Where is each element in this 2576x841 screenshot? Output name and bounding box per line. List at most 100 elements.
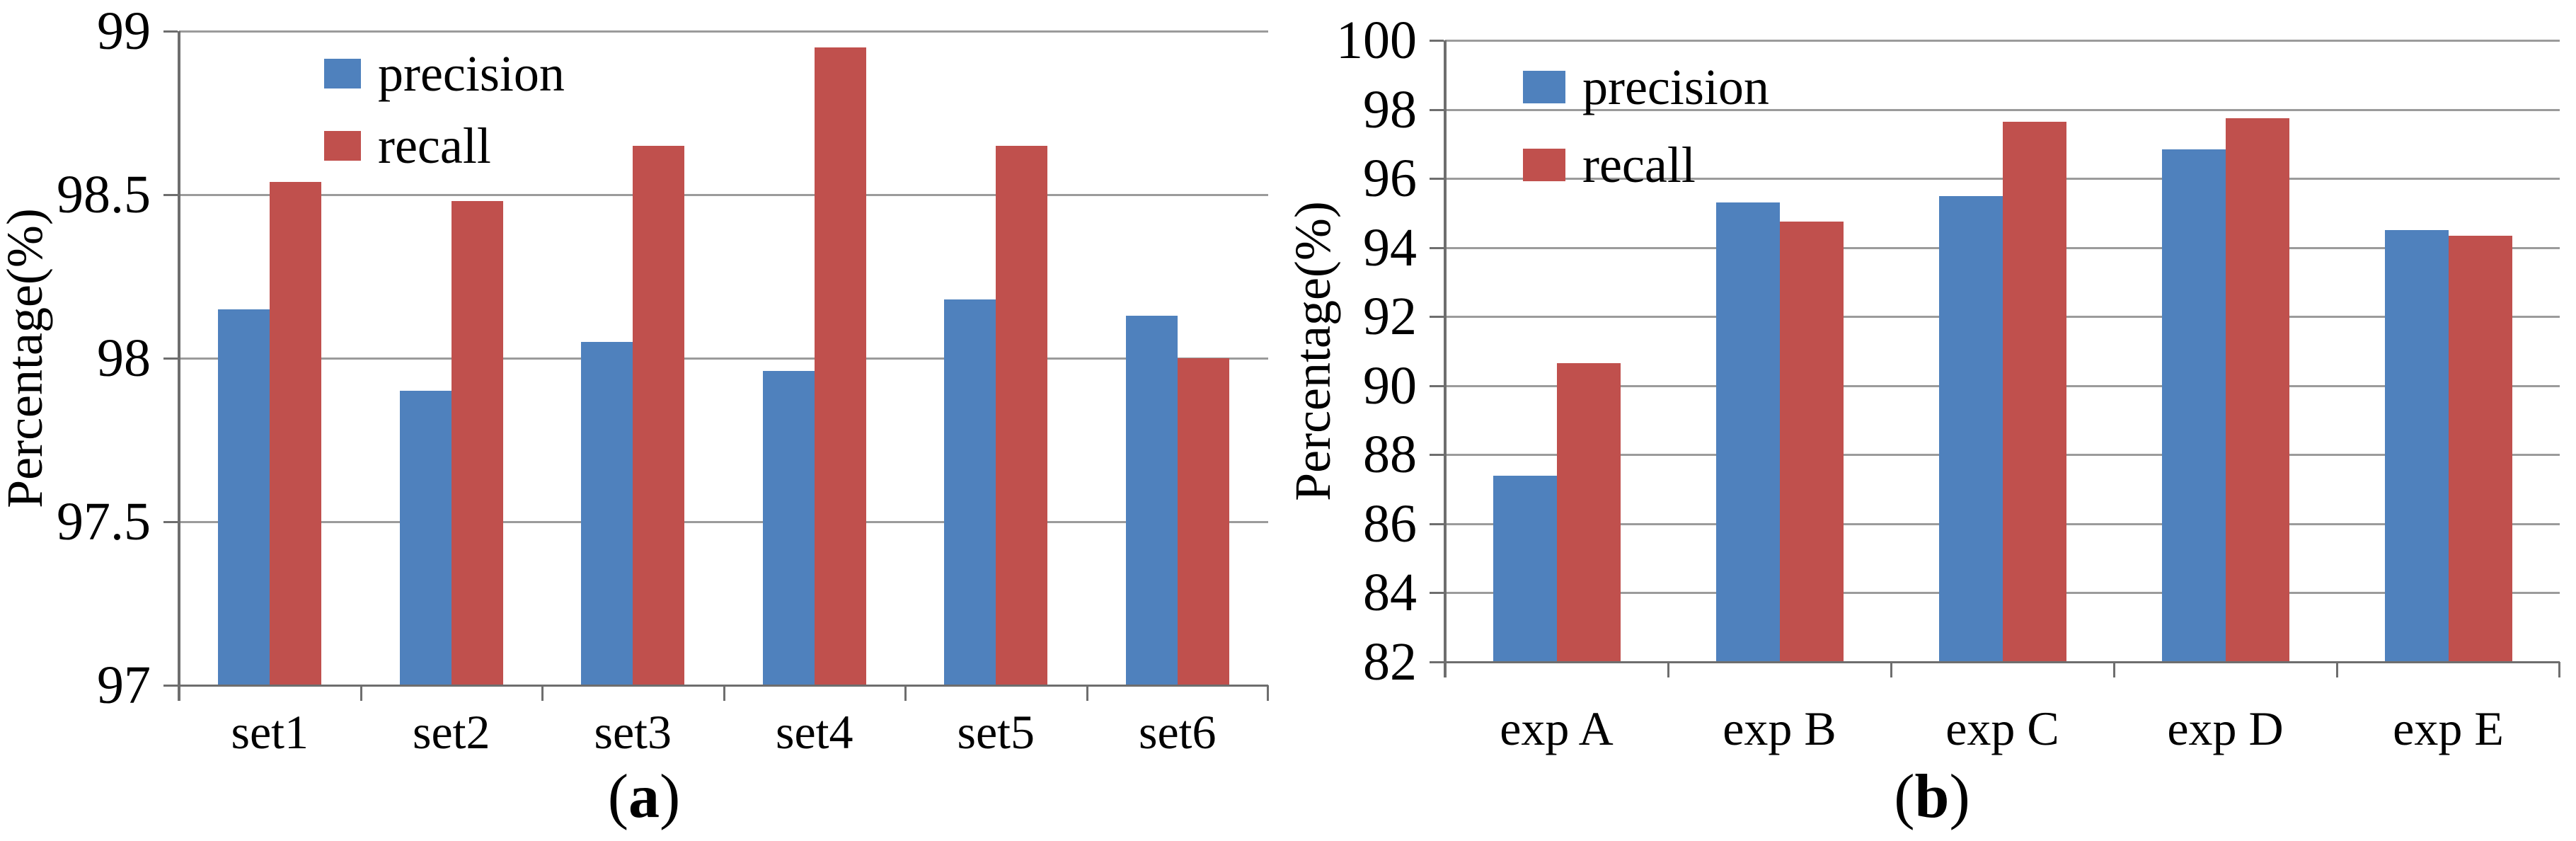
y-tick-label: 82 <box>1363 632 1417 692</box>
bar-precision-set5 <box>944 299 996 685</box>
bar-precision-set1 <box>218 309 270 685</box>
x-category-label-set4: set4 <box>775 705 853 759</box>
bars <box>1445 40 2560 662</box>
bar-recall-exp-A <box>1556 363 1621 662</box>
panel-a: Percentage(%) 99 98.5 98 97.5 97 precision re… <box>0 1 1288 828</box>
bar-precision-exp-C <box>1938 195 2003 662</box>
legend-swatch-recall <box>324 131 361 161</box>
panel-b: Percentage(%) 100 98 96 94 92 90 88 86 84 82 prec… <box>1284 0 2576 841</box>
x-category-label-exp-A: exp A <box>1500 702 1614 755</box>
legend-swatch-precision <box>1523 71 1565 103</box>
bar-recall-set5 <box>996 145 1048 685</box>
y-tick-mark <box>1430 661 1444 663</box>
y-tick-label: 98.5 <box>57 165 151 224</box>
gridline-100 <box>1445 40 2560 42</box>
caption-paren-close: ) <box>660 762 681 831</box>
y-tick-mark <box>163 194 178 196</box>
bar-precision-set4 <box>762 371 815 685</box>
y-tick-mark <box>1430 316 1444 319</box>
category-band-exp-B <box>1668 40 1891 662</box>
x-category-label-set6: set6 <box>1138 705 1217 759</box>
bar-recall-set3 <box>633 145 685 685</box>
y-tick-mark <box>1430 178 1444 181</box>
bar-recall-set2 <box>451 201 503 685</box>
legend-label-recall: recall <box>1582 137 1696 193</box>
x-tick-mark <box>2558 662 2560 677</box>
bar-recall-exp-D <box>2225 118 2289 662</box>
category-band-exp-D <box>2114 40 2337 662</box>
y-tick-mark <box>163 357 178 360</box>
legend-label-recall: recall <box>378 118 491 174</box>
legend-row-recall: recall <box>1523 139 1769 190</box>
x-category-label-exp-E: exp E <box>2393 702 2504 755</box>
legend-label-precision: precision <box>378 45 565 102</box>
caption-a: (a) <box>0 766 1288 828</box>
gridline-99 <box>179 30 1268 33</box>
y-tick-label: 86 <box>1363 493 1417 554</box>
gridline-98.5 <box>179 194 1268 196</box>
bar-precision-set3 <box>581 341 633 685</box>
y-tick-mark <box>163 521 178 523</box>
x-category-label-exp-B: exp B <box>1723 702 1836 755</box>
caption-paren-open: ( <box>1894 762 1915 831</box>
legend-swatch-precision <box>324 59 361 88</box>
x-category-label-set5: set5 <box>957 705 1035 759</box>
bar-recall-set4 <box>814 47 866 685</box>
y-axis-title: Percentage(%) <box>1284 201 1341 501</box>
y-tick-label: 98 <box>1363 79 1417 139</box>
y-tick-label: 98 <box>97 328 151 388</box>
x-tick-mark <box>541 685 544 701</box>
y-tick-label: 97.5 <box>57 492 151 551</box>
gridline-98 <box>179 357 1268 360</box>
bar-precision-exp-E <box>2384 230 2449 662</box>
bars <box>179 31 1268 685</box>
y-tick-mark <box>163 30 178 33</box>
plot-area: precision recall <box>163 30 1269 701</box>
legend-row-precision: precision <box>324 48 565 99</box>
y-tick-label: 84 <box>1363 563 1417 623</box>
bar-recall-exp-E <box>2448 235 2512 662</box>
category-band-set5 <box>905 31 1087 685</box>
legend: precision recall <box>1523 62 1769 217</box>
bar-precision-set6 <box>1125 315 1178 685</box>
legend-row-recall: recall <box>324 120 565 171</box>
category-band-set3 <box>542 31 724 685</box>
bar-recall-exp-B <box>1779 222 1844 662</box>
y-tick-label: 92 <box>1363 287 1417 347</box>
bar-recall-set6 <box>1177 358 1229 685</box>
x-category-label-set2: set2 <box>412 705 490 759</box>
legend-label-precision: precision <box>1582 59 1769 115</box>
category-band-exp-A <box>1445 40 1668 662</box>
category-band-set6 <box>1087 31 1269 685</box>
y-tick-label: 94 <box>1363 217 1417 278</box>
gridline-98 <box>1445 108 2560 111</box>
y-tick-label: 100 <box>1336 11 1417 70</box>
y-tick-mark <box>1430 40 1444 42</box>
y-axis-line <box>178 31 180 701</box>
y-tick-mark <box>1430 454 1444 457</box>
y-tick-label: 99 <box>97 1 151 61</box>
bar-recall-exp-C <box>2002 121 2066 662</box>
y-tick-mark <box>1430 592 1444 595</box>
y-tick-label: 96 <box>1363 149 1417 209</box>
y-tick-mark <box>1430 108 1444 111</box>
bar-precision-exp-A <box>1493 475 1557 662</box>
caption-b: (b) <box>1288 766 2576 828</box>
x-tick-mark <box>1267 685 1269 701</box>
y-tick-mark <box>163 685 178 687</box>
y-axis-line <box>1444 40 1447 677</box>
x-category-label-exp-C: exp C <box>1945 702 2059 755</box>
caption-letter: b <box>1914 762 1950 831</box>
legend: precision recall <box>324 48 565 193</box>
x-tick-mark <box>2113 662 2115 677</box>
y-tick-mark <box>1430 384 1444 387</box>
legend-swatch-recall <box>1523 149 1565 181</box>
y-tick-mark <box>1430 522 1444 525</box>
x-tick-mark <box>1086 685 1088 701</box>
gridline-97.5 <box>179 521 1268 523</box>
category-band-set4 <box>724 31 906 685</box>
x-tick-mark <box>723 685 725 701</box>
caption-paren-close: ) <box>1949 762 1970 831</box>
y-tick-label: 90 <box>1363 355 1417 416</box>
